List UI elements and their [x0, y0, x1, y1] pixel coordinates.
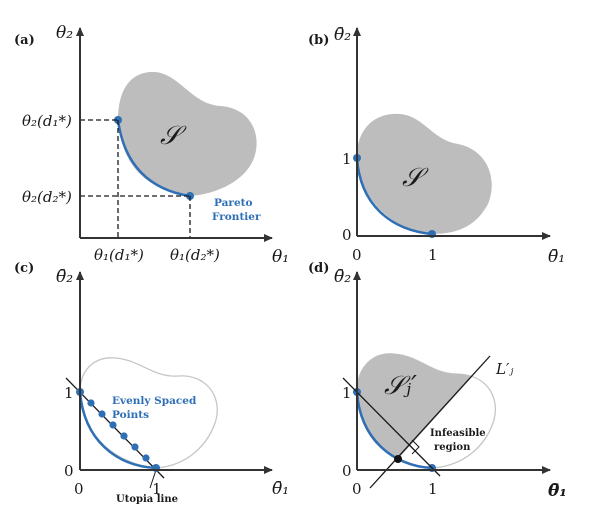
spaced-point-3-c — [109, 421, 117, 429]
panel-b-tag: (b) — [308, 33, 329, 48]
pareto-frontier-d — [355, 391, 433, 470]
x-axis-label-d: θ̄₁ — [548, 481, 567, 501]
subregion-d — [357, 353, 472, 459]
feasible-region-b — [356, 113, 492, 234]
spaced-point-2-c — [98, 410, 106, 418]
pareto-frontier-a — [116, 119, 191, 198]
x-tick-1-c: 1 — [152, 480, 162, 498]
region-label-d: 𝒮ⱼ′ — [384, 371, 417, 401]
y-tick-1-b: 1 — [342, 150, 352, 168]
x-tick-label-1-a: θ₁(d₁*) — [94, 246, 144, 264]
panel-a: (a) θ₂ θ₁ 𝒮 θ₂(d₁*) θ₂(d₂*) θ₁(d₁*) θ₁(d… — [14, 23, 289, 267]
y-tick-0-b: 0 — [342, 226, 352, 244]
y-axis-label-c: θ̄₂ — [56, 267, 73, 287]
right-angle-marker-d — [411, 439, 420, 455]
y-tick-label-1-a: θ₂(d₁*) — [22, 112, 72, 130]
panel-c-tag: (c) — [14, 261, 34, 276]
points-label-2-c: Points — [112, 409, 149, 421]
y-tick-label-2-a: θ₂(d₂*) — [22, 188, 72, 206]
utopia-pointer-c — [149, 469, 157, 489]
pareto-frontier-b — [355, 157, 433, 236]
utopia-line-d — [342, 377, 441, 477]
y-axis-label-d: θ̄₂ — [334, 267, 351, 287]
x-tick-1-d: 1 — [428, 480, 438, 498]
y-tick-1-c: 1 — [64, 384, 74, 402]
x-axis-label-a: θ₁ — [272, 247, 289, 267]
y-tick-0-c: 0 — [64, 462, 74, 480]
y-tick-1-d: 1 — [342, 384, 352, 402]
panel-a-tag: (a) — [14, 33, 35, 48]
spaced-point-6-c — [142, 454, 150, 462]
frontier-label-1-a: Pareto — [214, 197, 252, 209]
normal-line-d — [369, 355, 491, 489]
x-tick-1-b: 1 — [428, 246, 438, 264]
panel-c: (c) θ̄₂ θ̄₁ 1 0 0 1 Evenly Spaced Points… — [14, 261, 289, 505]
panel-b: (b) θ̄₂ θ̄₁ 𝒮 1 0 0 1 — [308, 25, 565, 267]
x-axis-label-c: θ̄₁ — [272, 479, 289, 499]
infeasible-label-2-d: region — [434, 442, 471, 453]
points-label-1-c: Evenly Spaced — [112, 395, 197, 407]
y-tick-0-d: 0 — [342, 462, 352, 480]
feasible-region-outline-c — [79, 357, 218, 469]
x-tick-label-2-a: θ₁(d₂*) — [170, 246, 220, 264]
spaced-point-1-c — [87, 399, 95, 407]
spaced-point-5-c — [131, 443, 139, 451]
line-label-d: L′ⱼ — [495, 360, 513, 378]
frontier-label-2-a: Frontier — [212, 211, 261, 223]
x-tick-0-b: 0 — [352, 246, 362, 264]
feasible-region-a — [118, 71, 257, 196]
spaced-point-4-c — [120, 432, 128, 440]
infeasible-label-1-d: Infeasible — [430, 428, 486, 439]
panel-d-tag: (d) — [308, 261, 329, 276]
utopia-label-c: Utopia line — [116, 494, 178, 505]
x-tick-0-d: 0 — [352, 480, 362, 498]
panel-d: (d) θ̄₂ θ̄₁ 𝒮ⱼ′ L′ⱼ 1 0 0 1 Infeasible r… — [308, 261, 567, 501]
y-axis-label-b: θ̄₂ — [334, 25, 351, 45]
pareto-frontier-c — [78, 391, 157, 470]
y-axis-label-a: θ₂ — [56, 23, 73, 43]
x-axis-label-b: θ̄₁ — [548, 247, 565, 267]
x-tick-0-c: 0 — [74, 480, 84, 498]
intersection-point-d — [394, 455, 402, 463]
